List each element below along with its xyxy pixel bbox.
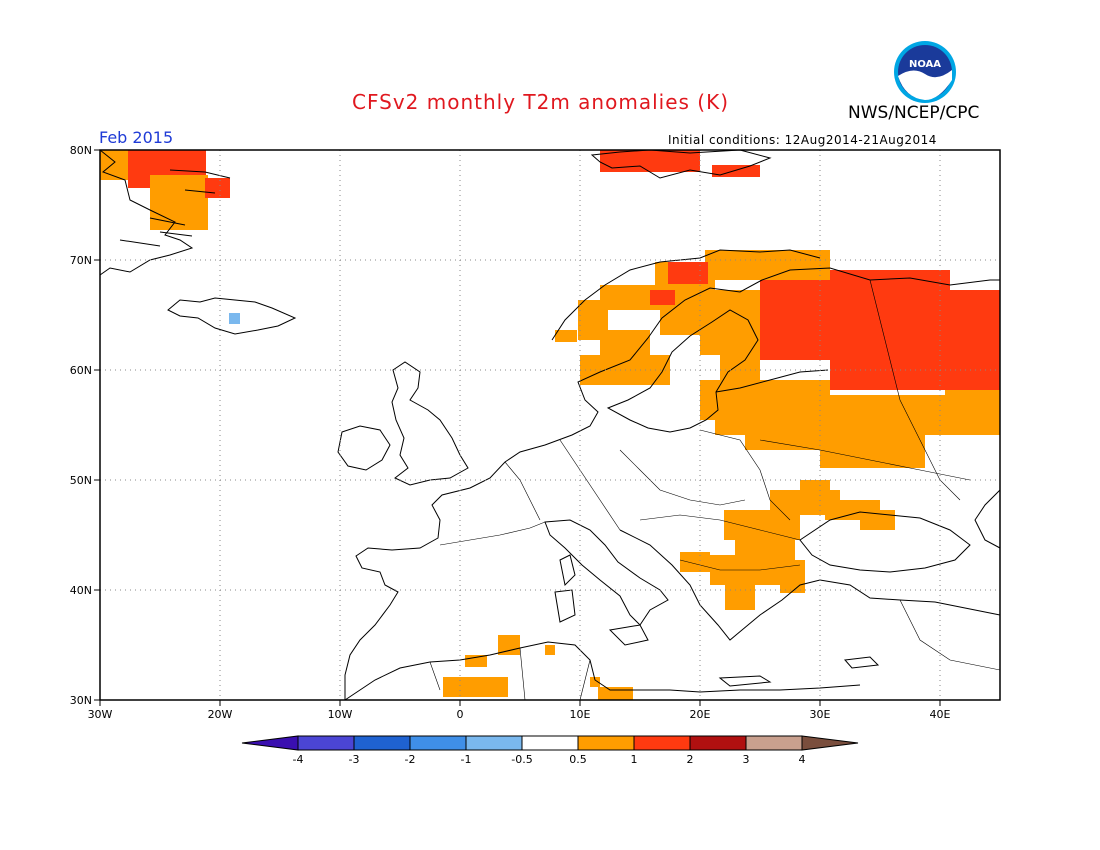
coast-norway xyxy=(551,249,821,341)
anomaly-cell xyxy=(590,677,600,687)
noaa-logo: NOAA xyxy=(894,41,956,103)
colorbar-segment xyxy=(577,735,635,751)
coast-italy xyxy=(544,519,669,626)
coast-cyprus xyxy=(843,656,880,669)
colorbar-segment xyxy=(521,735,579,751)
anomaly-cell xyxy=(945,385,1000,435)
anomaly-cell xyxy=(150,175,208,230)
lat-tick-label: 40N xyxy=(70,584,92,597)
anomaly-cell xyxy=(229,313,240,324)
anomaly-cell xyxy=(600,150,700,172)
colorbar-segment xyxy=(409,735,467,751)
colorbar-label: 1 xyxy=(631,753,638,766)
lat-tick-label: 60N xyxy=(70,364,92,377)
coast-baltic xyxy=(606,309,759,433)
noaa-logo-text: NOAA xyxy=(909,59,941,70)
anomaly-cell xyxy=(745,420,825,450)
anomaly-cell xyxy=(680,552,710,572)
colorbar-label: 0.5 xyxy=(569,753,587,766)
coast-finland-gulf xyxy=(715,369,829,393)
colorbar-segment xyxy=(241,735,299,751)
anomaly-cell xyxy=(800,480,830,495)
anomaly-cell xyxy=(750,510,800,540)
colorbar-segment xyxy=(745,735,803,751)
colorbar-segment xyxy=(465,735,523,751)
colorbar-label: -4 xyxy=(293,753,304,766)
valid-month-label: Feb 2015 xyxy=(99,128,174,147)
coast-greenland-fjords xyxy=(119,169,231,247)
colorbar-label: 2 xyxy=(687,753,694,766)
colorbar-label: -2 xyxy=(405,753,416,766)
anomaly-cell xyxy=(820,430,925,468)
anomaly-cell xyxy=(650,290,675,305)
anomaly-cell xyxy=(900,290,1000,390)
lon-tick-label: 10E xyxy=(570,708,591,721)
agency-label: NWS/NCEP/CPC xyxy=(848,103,980,123)
coast-great-britain xyxy=(391,361,469,486)
lon-tick-label: 30W xyxy=(88,708,113,721)
anomaly-cell xyxy=(985,290,1000,350)
lat-tick-label: 30N xyxy=(70,694,92,707)
coast-sicily xyxy=(608,624,649,646)
initial-conditions-label: Initial conditions: 12Aug2014-21Aug2014 xyxy=(668,133,937,147)
colorbar-segment xyxy=(689,735,747,751)
coast-iceland xyxy=(167,297,297,335)
lon-tick-label: 40E xyxy=(930,708,951,721)
axis-ticks xyxy=(94,149,941,706)
map-gridlines xyxy=(100,150,1000,700)
coast-sardinia xyxy=(554,589,576,623)
coast-greenland xyxy=(99,149,194,276)
anomaly-cell xyxy=(465,655,487,667)
anomaly-cell xyxy=(668,262,708,284)
anomaly-cell xyxy=(443,677,508,697)
coast-corsica xyxy=(559,554,576,587)
lon-tick-label: 20E xyxy=(690,708,711,721)
coast-mainland xyxy=(344,267,1000,700)
anomaly-cell xyxy=(598,687,633,700)
map-title: CFSv2 monthly T2m anomalies (K) xyxy=(352,90,729,114)
anomaly-cells xyxy=(100,150,1000,700)
anomaly-cell xyxy=(725,580,755,610)
colorbar: -4 -3 -2 -1 -0.5 0.5 1 2 3 4 xyxy=(241,735,859,766)
coast-balkans xyxy=(619,529,1001,641)
lon-tick-label: 10W xyxy=(328,708,353,721)
lon-tick-label: 30E xyxy=(810,708,831,721)
anomaly-cell xyxy=(705,250,830,280)
coast-caspian xyxy=(974,489,1001,549)
colorbar-segment xyxy=(801,735,859,751)
coast-black-sea xyxy=(799,511,971,573)
lon-tick-label: 20W xyxy=(208,708,233,721)
colorbar-label: -0.5 xyxy=(511,753,532,766)
anomaly-cell xyxy=(600,330,650,355)
lat-tick-label: 80N xyxy=(70,144,92,157)
anomaly-cell xyxy=(205,178,230,198)
anomaly-cell xyxy=(720,330,760,380)
anomaly-cell xyxy=(545,645,555,655)
coast-crete xyxy=(718,675,772,687)
colorbar-label: -3 xyxy=(349,753,360,766)
lat-tick-label: 70N xyxy=(70,254,92,267)
map-frame xyxy=(99,149,1001,701)
colorbar-label: -1 xyxy=(461,753,472,766)
colorbar-segment xyxy=(353,735,411,751)
country-borders xyxy=(429,279,1001,701)
colorbar-segment xyxy=(297,735,355,751)
colorbar-label: 3 xyxy=(743,753,750,766)
axis-labels: 30W 20W 10W 0 10E 20E 30E 40E 30N 40N 50N 60N 70N 80N xyxy=(70,144,951,721)
anomaly-cell xyxy=(555,330,577,342)
lon-tick-label: 0 xyxy=(457,708,464,721)
colorbar-label: 4 xyxy=(799,753,806,766)
lat-tick-label: 50N xyxy=(70,474,92,487)
anomaly-cell xyxy=(855,295,880,315)
anomaly-cell xyxy=(780,578,805,593)
anomaly-cell xyxy=(498,635,520,655)
colorbar-segment xyxy=(633,735,691,751)
coast-ireland xyxy=(337,425,391,471)
